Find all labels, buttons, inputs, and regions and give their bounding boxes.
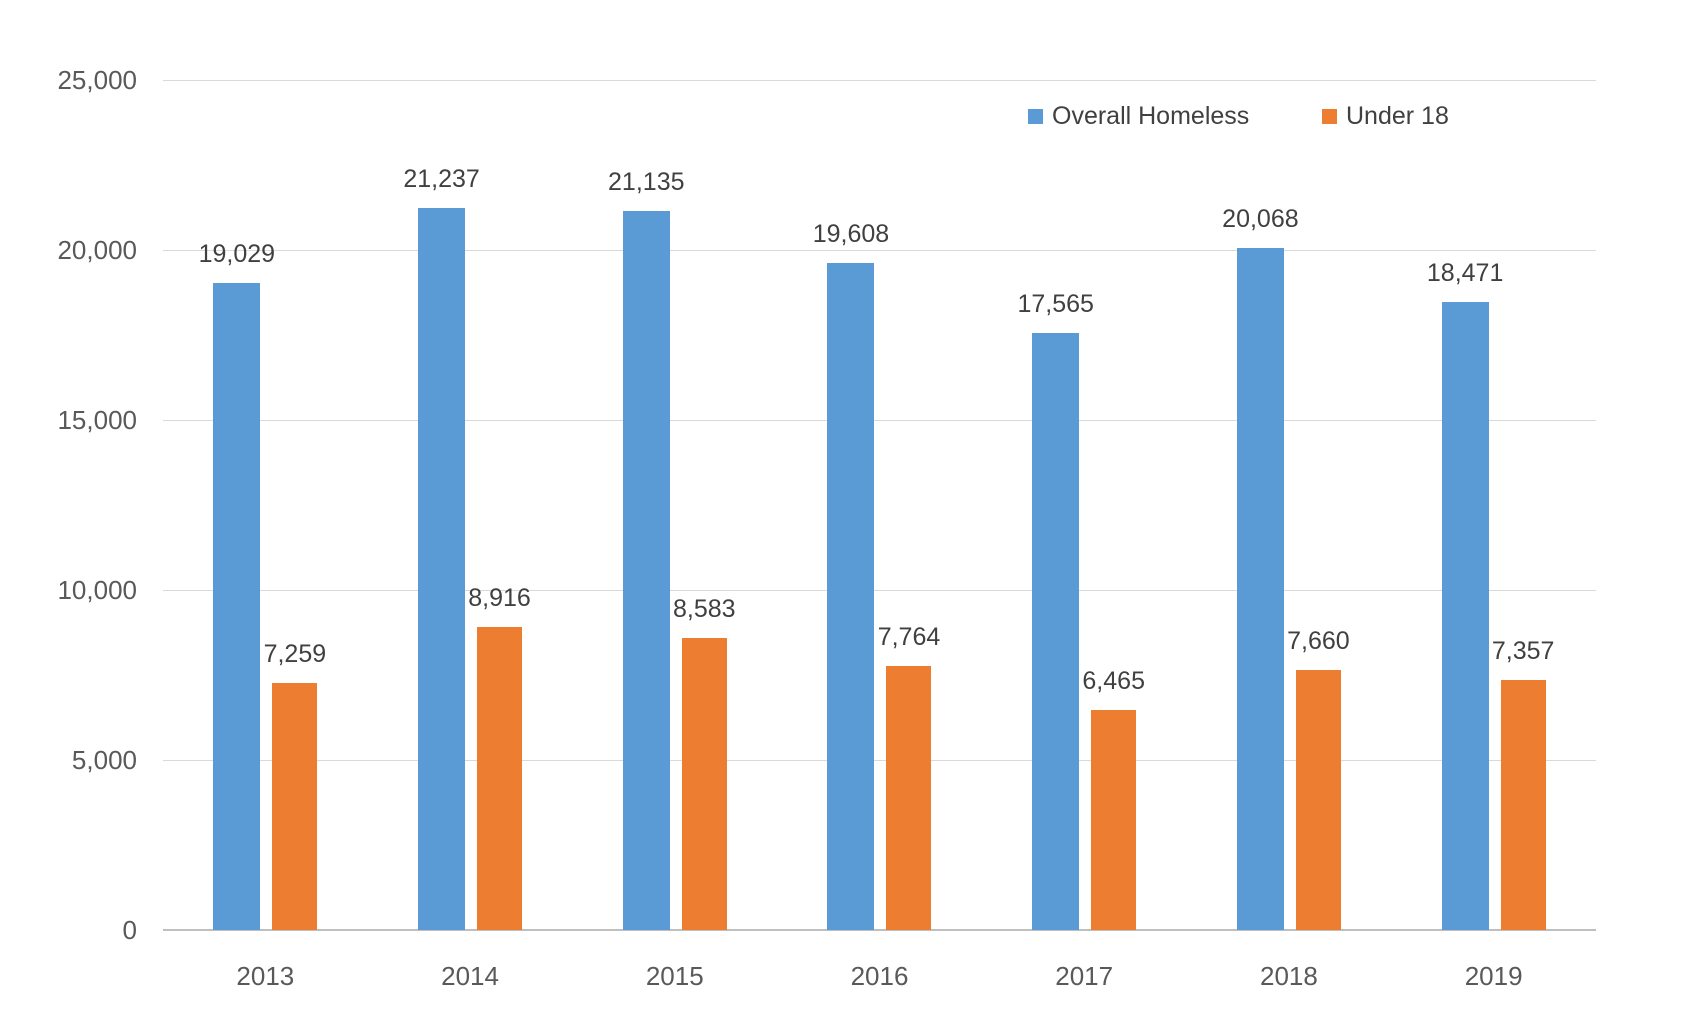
- bar-group-2017: 17,565 6,465: [982, 80, 1187, 930]
- bar-overall-homeless-2019: [1441, 302, 1489, 930]
- x-axis-category-label: 2016: [850, 961, 909, 991]
- data-label-overall-homeless-2017: 17,565: [1017, 290, 1094, 318]
- legend-item-overall-homeless: Overall Homeless: [1028, 96, 1249, 136]
- gridline: [163, 589, 1596, 591]
- gridline: [163, 759, 1596, 761]
- x-axis-category-label: 2017: [1055, 961, 1114, 991]
- data-label-under-18-2014: 8,916: [468, 584, 531, 612]
- bar-group-2018: 20,068 7,660: [1187, 80, 1392, 930]
- data-label-overall-homeless-2019: 18,471: [1426, 259, 1504, 287]
- data-label-under-18-2013: 7,259: [263, 640, 327, 668]
- legend-swatch-under-18-icon: [1322, 108, 1337, 124]
- x-axis-category-label: 2015: [645, 961, 704, 991]
- bar-overall-homeless-2018: [1236, 248, 1284, 930]
- bar-group-2013: 19,029 7,259: [163, 80, 368, 930]
- bar-group-2014: 21,237 8,916: [368, 80, 573, 930]
- y-axis-tick-label: 0: [122, 915, 137, 945]
- x-axis-category-label: 2018: [1259, 961, 1318, 991]
- x-axis-line: [163, 929, 1596, 931]
- data-label-overall-homeless-2015: 21,135: [608, 168, 685, 196]
- data-label-overall-homeless-2016: 19,608: [812, 220, 890, 248]
- legend-item-under-18: Under 18: [1322, 96, 1449, 136]
- bar-under-18-2018: [1295, 670, 1341, 930]
- bar-overall-homeless-2014: [418, 208, 466, 930]
- data-label-under-18-2015: 8,583: [672, 595, 736, 623]
- gridline: [163, 79, 1596, 81]
- x-axis-category-label: 2013: [236, 961, 295, 991]
- y-axis-tick-label: 25,000: [57, 65, 137, 95]
- gridline: [163, 249, 1596, 251]
- bar-overall-homeless-2013: [213, 283, 261, 930]
- y-axis-tick-label: 15,000: [57, 405, 137, 435]
- bar-under-18-2013: [272, 683, 318, 930]
- bar-under-18-2017: [1091, 710, 1137, 930]
- data-label-overall-homeless-2013: 19,029: [198, 240, 276, 268]
- legend-label-under-18: Under 18: [1346, 101, 1449, 130]
- legend-swatch-overall-homeless-icon: [1028, 108, 1043, 124]
- data-label-under-18-2016: 7,764: [877, 623, 941, 651]
- bar-group-2015: 21,135 8,583: [572, 80, 777, 930]
- bar-group-2019: 18,471 7,357: [1391, 80, 1596, 930]
- gridline: [163, 419, 1596, 421]
- data-label-overall-homeless-2014: 21,237: [403, 165, 480, 193]
- legend-label-overall-homeless: Overall Homeless: [1052, 101, 1250, 130]
- y-axis-tick-label: 20,000: [57, 235, 137, 265]
- data-label-under-18-2019: 7,357: [1491, 637, 1555, 665]
- x-axis-category-label: 2014: [441, 961, 499, 991]
- data-label-overall-homeless-2018: 20,068: [1222, 205, 1299, 233]
- bar-group-2016: 19,608 7,764: [777, 80, 982, 930]
- y-axis-tick-label: 5,000: [71, 745, 137, 775]
- y-axis-tick-label: 10,000: [57, 575, 137, 605]
- bar-overall-homeless-2016: [827, 263, 875, 930]
- x-axis-category-label: 2019: [1464, 961, 1523, 991]
- bar-under-18-2015: [681, 638, 727, 930]
- bar-under-18-2014: [477, 627, 523, 930]
- bar-under-18-2019: [1500, 680, 1546, 930]
- data-label-under-18-2017: 6,465: [1082, 667, 1145, 695]
- bar-overall-homeless-2015: [622, 211, 670, 930]
- data-label-under-18-2018: 7,660: [1287, 627, 1350, 655]
- bar-overall-homeless-2017: [1032, 333, 1080, 930]
- bar-under-18-2016: [886, 666, 932, 930]
